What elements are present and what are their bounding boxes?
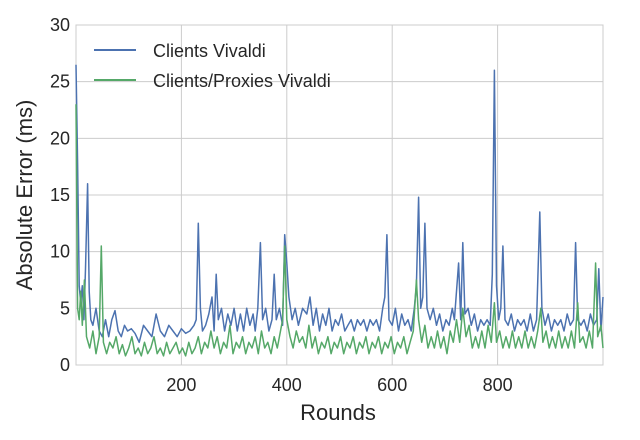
x-tick-label: 200 xyxy=(166,375,196,395)
y-tick-label: 20 xyxy=(50,128,70,148)
y-tick-label: 30 xyxy=(50,15,70,35)
y-tick-label: 5 xyxy=(60,298,70,318)
x-tick-label: 800 xyxy=(483,375,513,395)
y-tick-label: 10 xyxy=(50,242,70,262)
y-tick-label: 15 xyxy=(50,185,70,205)
series-line-clients-proxies-vivaldi xyxy=(75,104,604,357)
legend-label-clients-vivaldi: Clients Vivaldi xyxy=(153,41,266,61)
tick-labels: 0 5 10 15 20 25 30 200 400 600 800 xyxy=(50,15,513,395)
series-line-clients-vivaldi xyxy=(75,64,604,344)
y-axis-label: Absolute Error (ms) xyxy=(12,100,37,291)
y-tick-label: 25 xyxy=(50,72,70,92)
series-layer xyxy=(75,64,604,357)
x-tick-label: 600 xyxy=(377,375,407,395)
y-tick-label: 0 xyxy=(60,355,70,375)
legend-label-clients-proxies-vivaldi: Clients/Proxies Vivaldi xyxy=(153,71,331,91)
x-tick-label: 400 xyxy=(272,375,302,395)
x-axis-label: Rounds xyxy=(300,400,376,425)
legend: Clients Vivaldi Clients/Proxies Vivaldi xyxy=(94,41,331,91)
